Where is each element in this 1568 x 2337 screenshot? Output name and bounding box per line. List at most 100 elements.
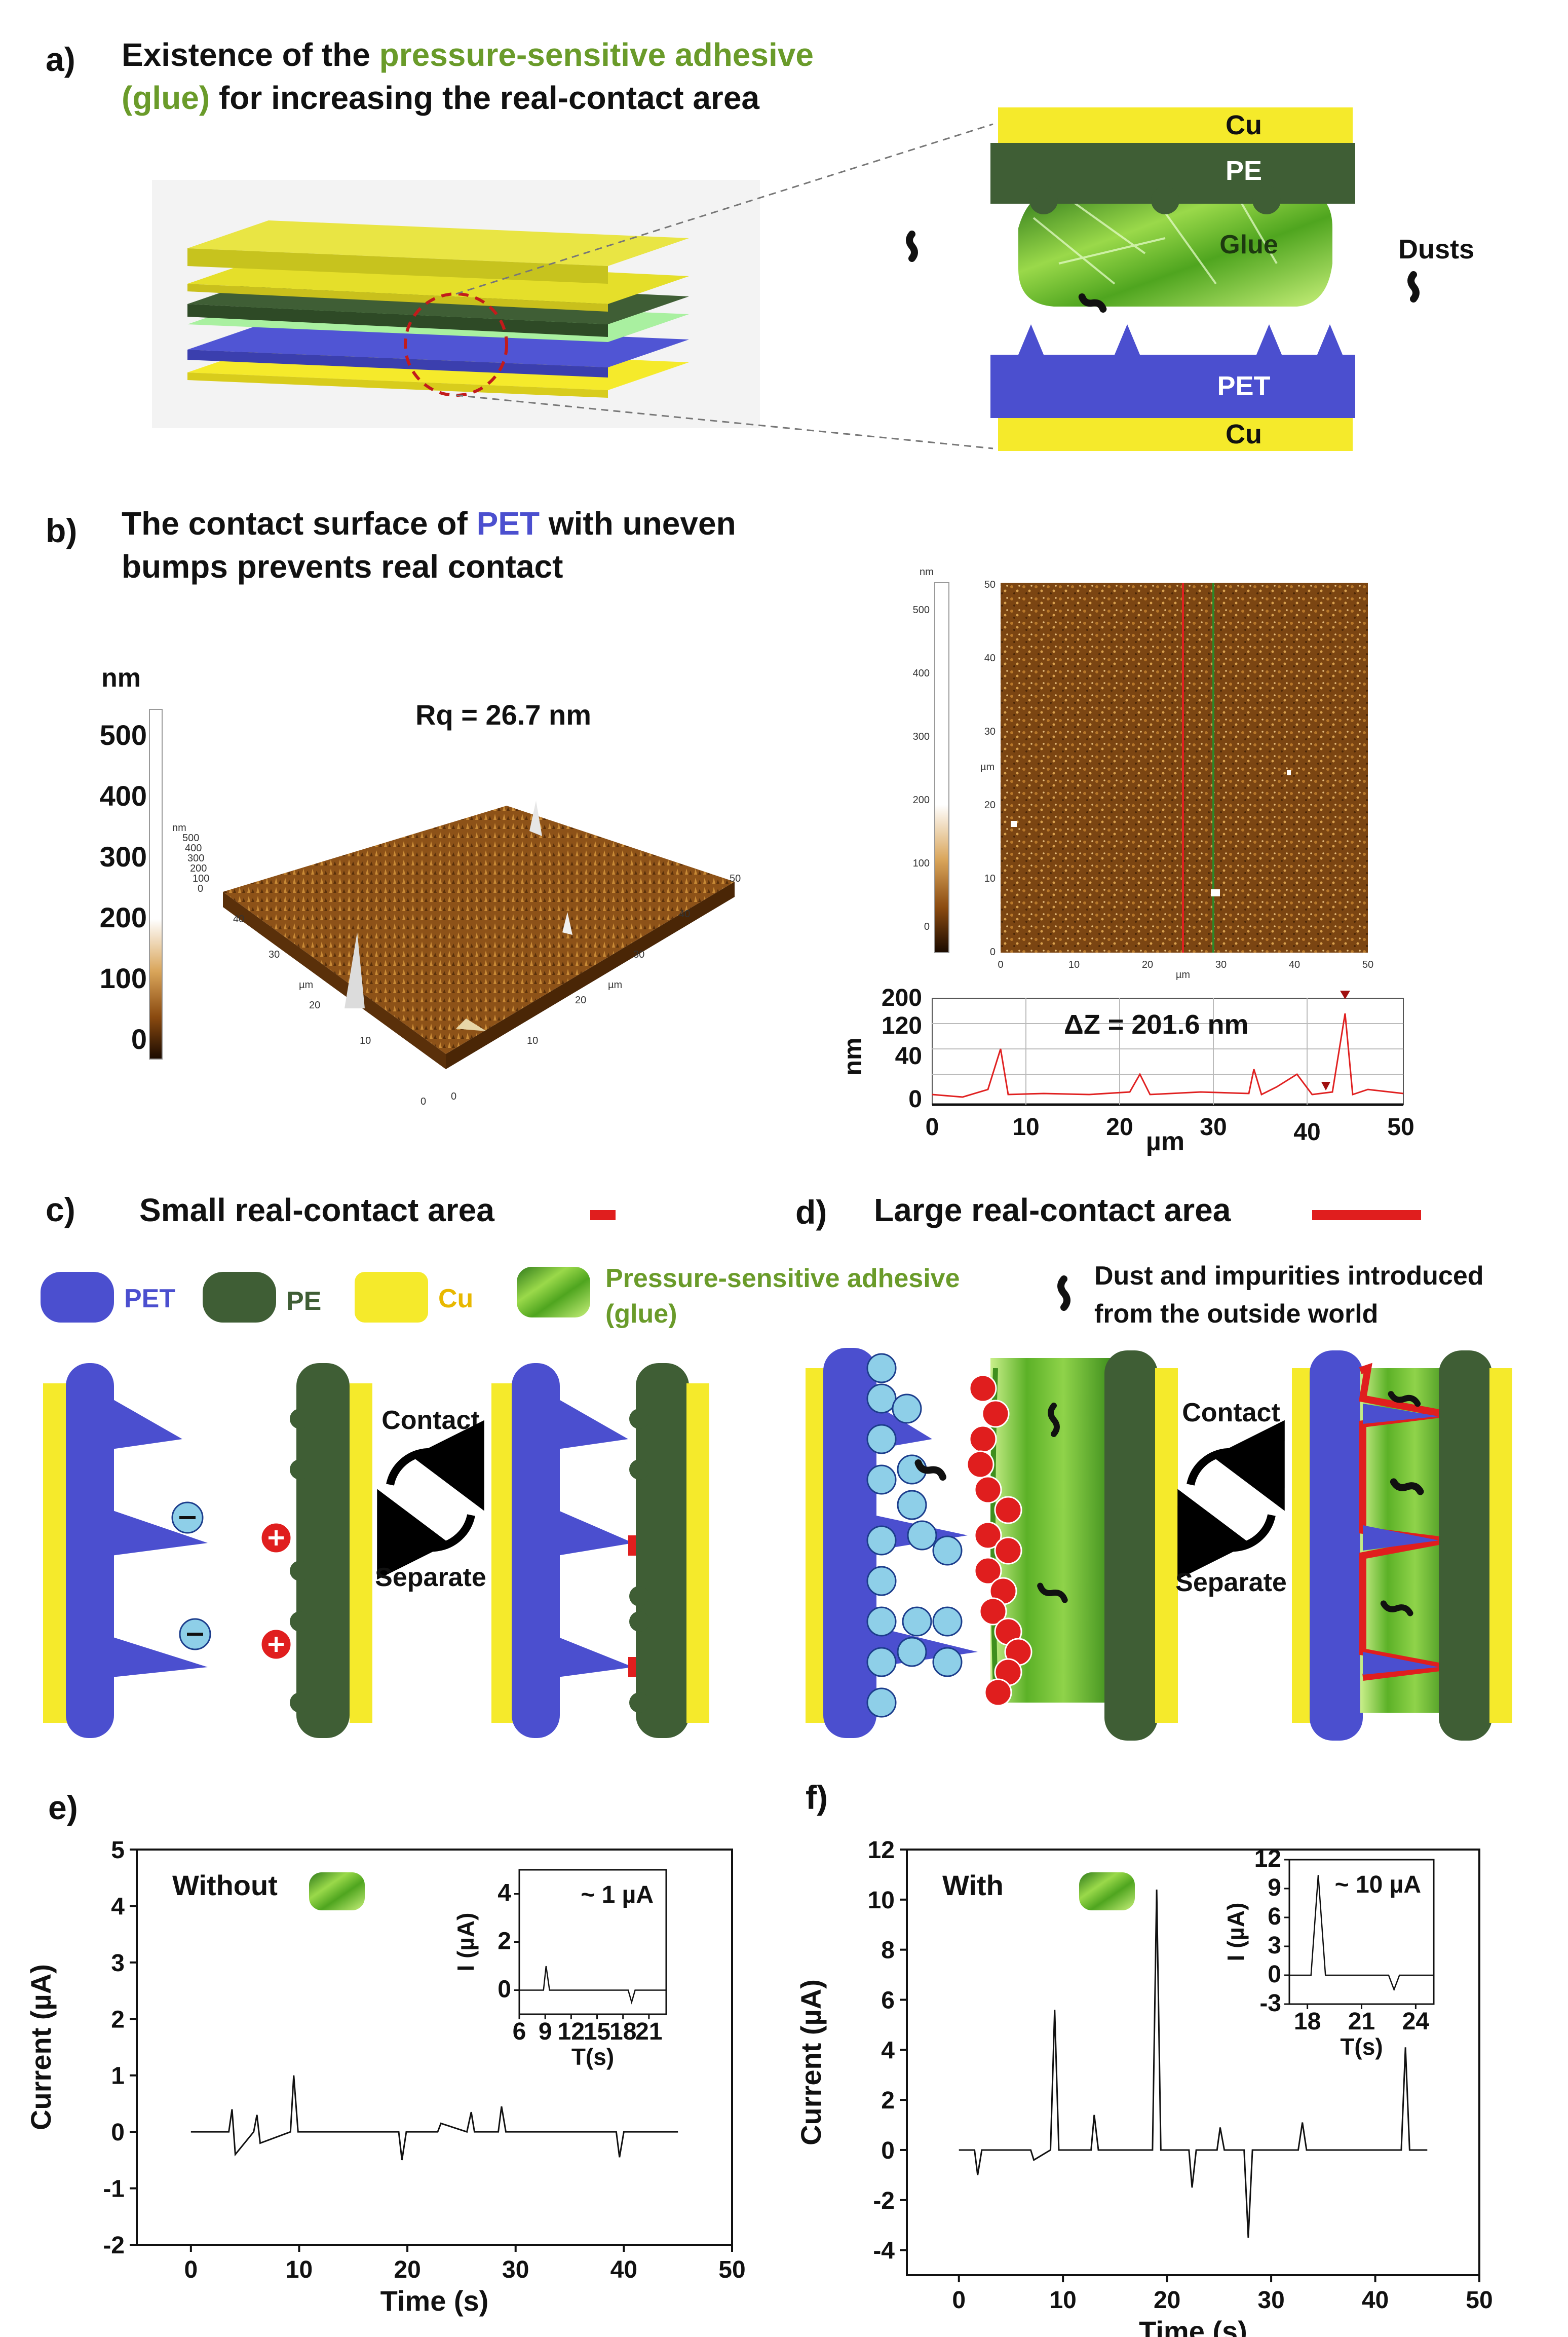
panel-d-contact [1292,1350,1512,1741]
inset-x-tick-label: 15 [584,2018,610,2045]
x-tick-label: 10 [1049,2287,1076,2314]
y-tick-label: 3 [111,1950,125,1977]
panel-c: c) Small real-contact area PET PE Cu Con… [41,1191,709,1738]
panel-c-title: Small real-contact area [139,1192,494,1228]
svg-text:10: 10 [360,1035,371,1046]
mini-colorbar-ticks: nm 500 400 300 200 100 0 [172,822,209,894]
svg-text:20: 20 [575,995,586,1006]
delta-z-label: ΔZ = 201.6 nm [1064,1009,1248,1040]
dust-icon-3 [1407,271,1420,303]
panel-d-separated [806,1348,1178,1741]
glue-icon [309,1872,365,1910]
y-tick-label: 4 [881,2037,895,2064]
legend-glue-swatch [517,1267,590,1317]
x-tick-label: 10 [286,2256,313,2283]
axis3d-right-ticks: 0 10 20 30 40 50 µm [451,873,741,1102]
svg-text:50: 50 [1362,959,1373,970]
pe-label: PE [1226,156,1262,186]
contact-arrow-c [386,1420,484,1511]
zoom-circle [404,292,508,397]
inset-x-tick-label: 18 [609,2018,636,2045]
legend-pet-label: PET [124,1284,175,1313]
legend-cu-swatch [355,1272,428,1323]
inset-annotation: ~ 10 µA [1335,1871,1421,1898]
y-axis-label: Current (µA) [25,1964,57,2130]
inset-y-tick-label: 12 [1254,1845,1281,1872]
inset-x-tick-label: 24 [1402,2008,1430,2035]
svg-text:0: 0 [924,921,930,932]
plot-frame [906,1849,1480,2276]
profile-x-ticks: 0 10 20 30 40 50 [926,1114,1414,1146]
pet-layer [990,355,1355,418]
x-tick-label: 40 [1362,2287,1389,2314]
large-contact-indicator [1312,1210,1421,1220]
svg-text:30: 30 [1200,1114,1227,1141]
x-tick-label: 50 [1466,2287,1493,2314]
inset-trace [1289,1875,1434,1992]
legend-cu-label: Cu [438,1284,473,1313]
contact-label-c: Contact [381,1406,480,1435]
svg-text:30: 30 [1215,959,1227,970]
svg-text:50: 50 [730,873,741,884]
y-tick-label: 2 [111,2006,125,2033]
x-tick-label: 20 [1154,2287,1180,2314]
cu-bottom-layer [998,418,1353,451]
pet-label: PET [1217,371,1270,401]
y-tick-label: 8 [881,1937,895,1964]
x-axis-label: Time (s) [1139,2315,1247,2337]
panel-a-title-line1: Existence of the pressure-sensitive adhe… [122,36,814,73]
svg-text:µm: µm [1176,969,1190,981]
colorbar-3d [149,709,163,1060]
legend-pe-label: PE [286,1287,321,1316]
inset-y-label: I (µA) [1222,1903,1249,1962]
legend-glue-line2: (glue) [605,1299,677,1329]
stack-3d [187,220,689,398]
legend-pe-swatch [203,1272,276,1323]
inset-y-tick-label: 2 [498,1928,511,1955]
y-tick-label: 0 [881,2137,895,2164]
svg-text:10: 10 [1068,959,1080,970]
svg-text:40: 40 [679,909,690,920]
svg-text:40: 40 [233,914,244,925]
svg-text:40: 40 [1289,959,1300,970]
svg-text:0: 0 [198,883,203,894]
y-tick-label: 0 [111,2119,125,2146]
svg-text:0: 0 [990,947,996,958]
inset-x-tick-label: 21 [635,2018,662,2045]
panel-b-letter: b) [46,512,77,549]
svg-text:20: 20 [1106,1114,1133,1141]
inset-y-tick-label: 4 [498,1880,511,1907]
svg-text:20: 20 [1142,959,1153,970]
profile-xlabel: µm [1146,1127,1184,1156]
contact-arrow-d [1187,1420,1285,1511]
small-contact-indicator [590,1210,616,1220]
afm-2d-colorbar-ticks: 500 400 300 200 100 0 [913,605,930,932]
svg-text:50: 50 [984,579,996,590]
svg-text:400: 400 [913,668,930,679]
plot-frame [136,1849,733,2246]
inset-annotation: ~ 1 µA [581,1881,654,1908]
dust-icon-2 [1078,293,1107,313]
legend-dust-line2: from the outside world [1094,1299,1378,1329]
y-tick-label: -2 [103,2232,125,2259]
inset-x-tick-label: 9 [539,2018,552,2045]
x-tick-label: 50 [718,2256,745,2283]
inset-y-label: I (µA) [452,1913,479,1972]
zoom-line-top [455,123,993,295]
svg-text:400: 400 [185,843,202,854]
condition-label: Without [172,1869,278,1901]
condition-label: With [942,1869,1004,1901]
separate-label-d: Separate [1175,1568,1287,1597]
y-tick-label: 5 [111,1837,125,1864]
svg-text:100: 100 [913,858,930,869]
inset-x-label: T(s) [1340,2033,1383,2060]
panel-c-letter: c) [46,1191,75,1228]
glue-icon [1079,1872,1135,1910]
separate-arrow-c [377,1489,475,1580]
svg-text:40: 40 [895,1043,922,1070]
svg-text:500: 500 [182,833,199,844]
y-tick-label: 4 [111,1893,125,1920]
svg-text:200: 200 [100,901,147,933]
svg-text:500: 500 [913,605,930,616]
